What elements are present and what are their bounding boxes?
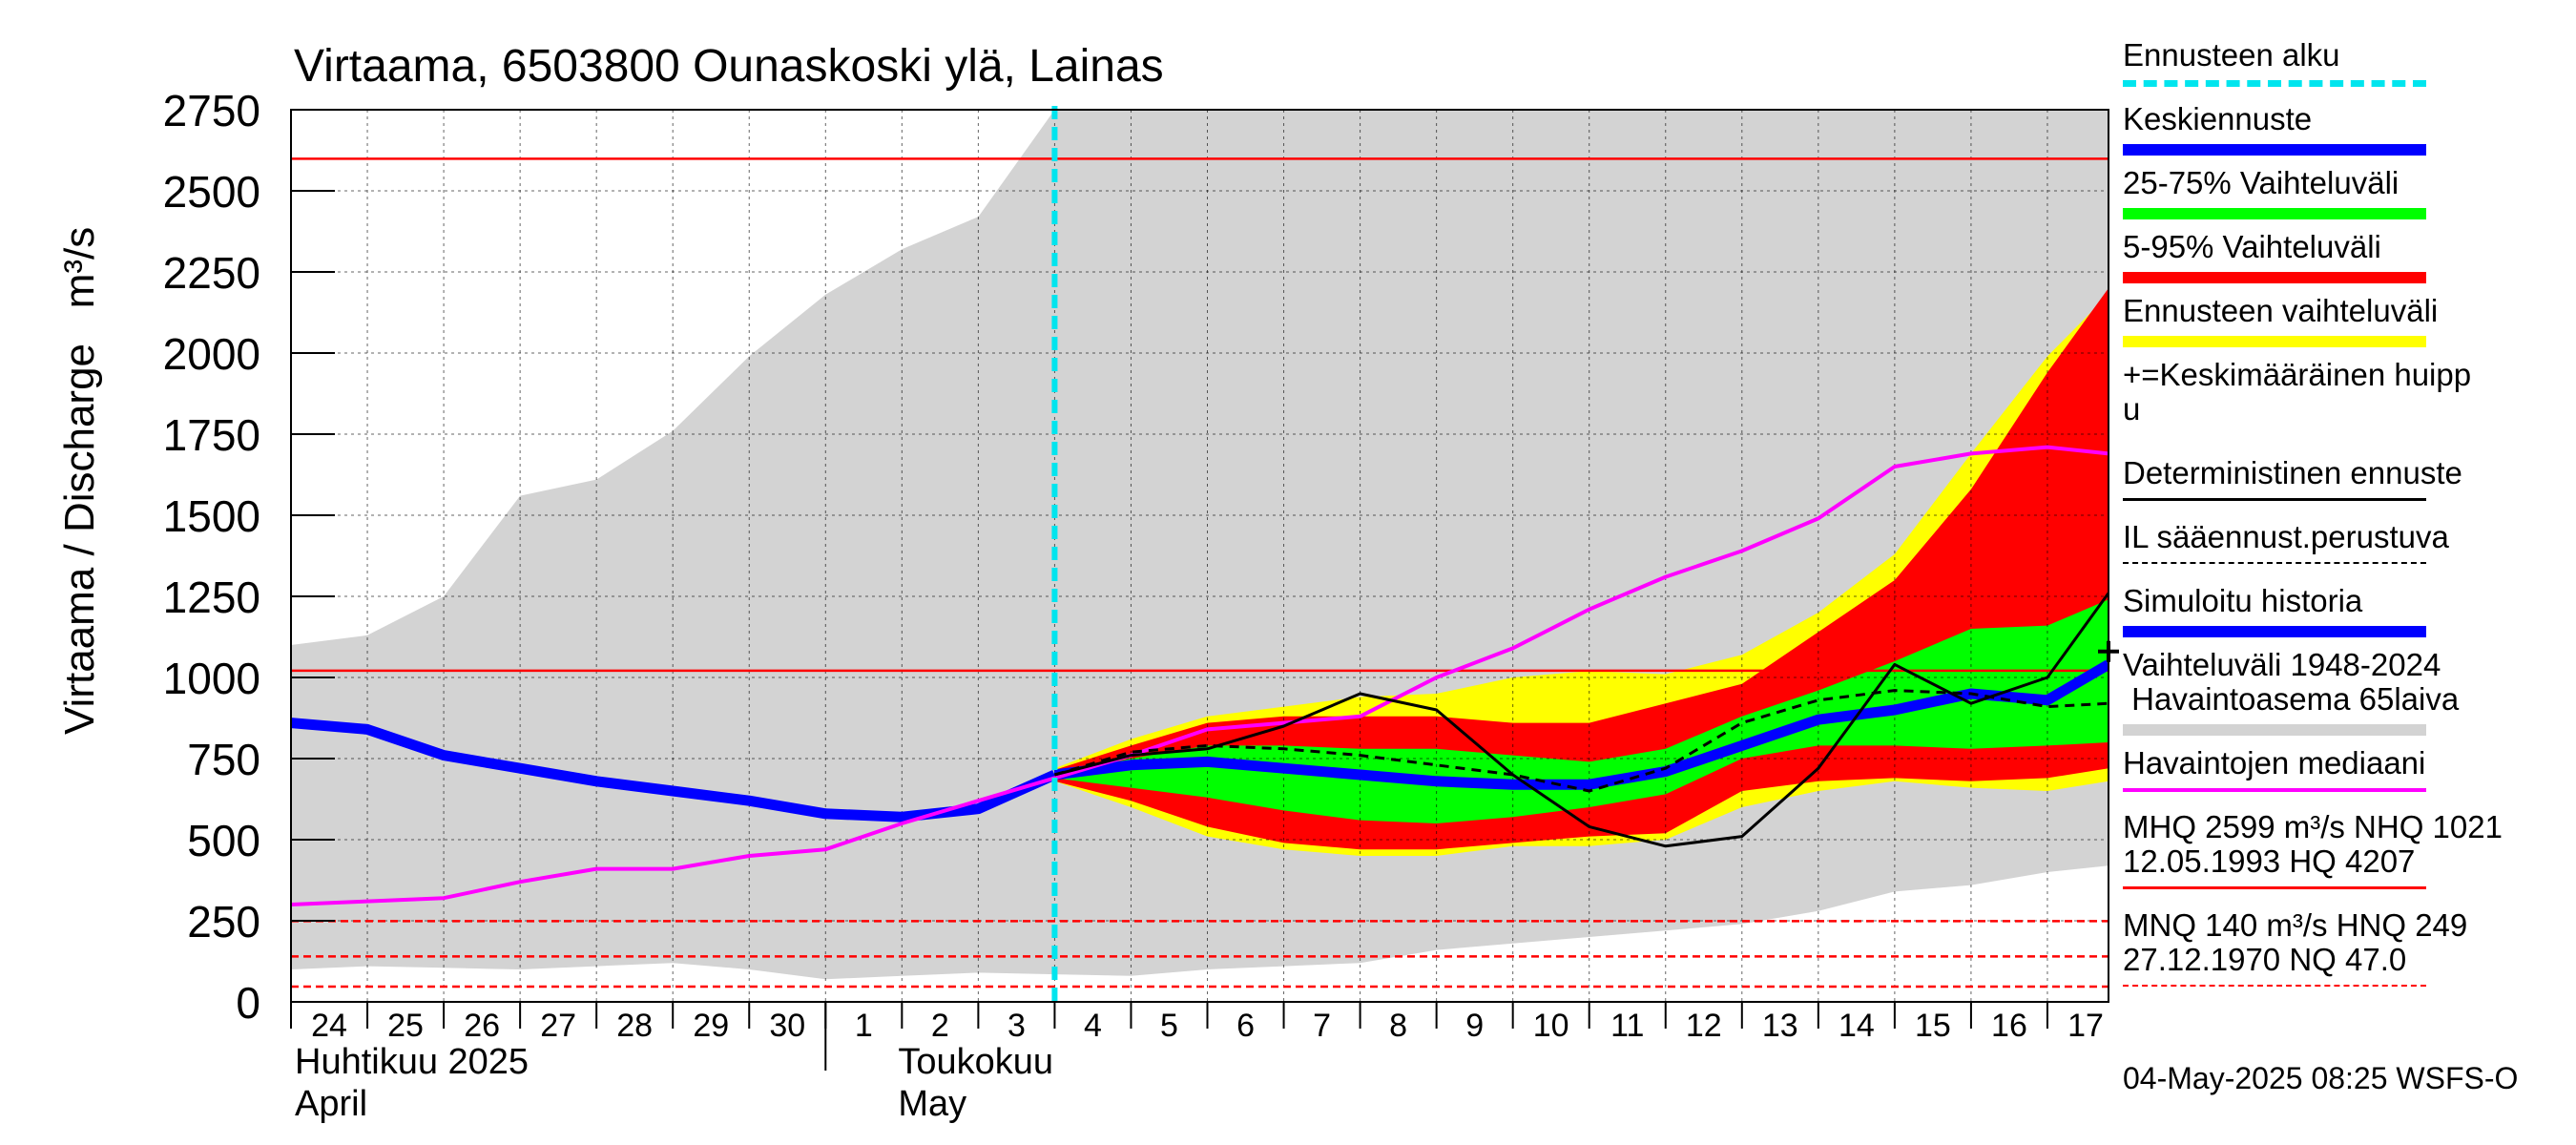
x-tick-label: 29 xyxy=(693,1008,729,1044)
x-tick-label: 9 xyxy=(1465,1008,1484,1044)
legend-swatch xyxy=(2123,80,2426,87)
legend-label: Deterministinen ennuste xyxy=(2123,455,2462,490)
y-tick-label: 2000 xyxy=(163,329,260,379)
y-axis-label: Virtaama / Discharge m³/s xyxy=(56,227,103,735)
legend-label: IL sääennust.perustuva xyxy=(2123,519,2449,554)
footer-timestamp: 04-May-2025 08:25 WSFS-O xyxy=(2123,1061,2519,1095)
legend-swatch xyxy=(2123,886,2426,889)
legend-label-line2: 27.12.1970 NQ 47.0 xyxy=(2123,942,2407,977)
legend-swatch xyxy=(2123,336,2426,347)
legend-item: Simuloitu historia xyxy=(2123,584,2543,648)
legend-label-line2: Havaintoasema 65laiva xyxy=(2123,681,2460,717)
legend-item: Vaihteluväli 1948-2024 Havaintoasema 65l… xyxy=(2123,648,2543,746)
x-tick-label: 3 xyxy=(1008,1008,1026,1044)
x-tick-label: 4 xyxy=(1084,1008,1102,1044)
chart-title: Virtaama, 6503800 Ounaskoski ylä, Lainas xyxy=(294,41,1164,92)
legend-swatch xyxy=(2123,208,2426,219)
x-tick-label: 16 xyxy=(1991,1008,2027,1044)
range-band-1948-2024 xyxy=(291,110,2109,980)
legend-label: MHQ 2599 m³/s NHQ 1021 xyxy=(2123,809,2503,844)
x-tick-label: 11 xyxy=(1610,1008,1644,1044)
legend-label: Havaintojen mediaani xyxy=(2123,745,2426,781)
month-label-en: May xyxy=(898,1084,966,1124)
x-tick-label: 24 xyxy=(311,1008,347,1044)
legend-item: 5-95% Vaihteluväli xyxy=(2123,230,2543,294)
x-tick-label: 27 xyxy=(540,1008,576,1044)
legend-label: Simuloitu historia xyxy=(2123,583,2363,618)
x-tick-label: 7 xyxy=(1313,1008,1331,1044)
legend-item: Deterministinen ennuste xyxy=(2123,456,2543,520)
legend-item: +=Keskimääräinen huipp u xyxy=(2123,358,2543,456)
x-tick-label: 15 xyxy=(1915,1008,1951,1044)
legend-item: IL sääennust.perustuva xyxy=(2123,520,2543,584)
x-tick-label: 6 xyxy=(1236,1008,1255,1044)
series-il-s-ennust-perustuva xyxy=(1053,689,2109,793)
legend-label: 25-75% Vaihteluväli xyxy=(2123,165,2399,200)
series-havaintojen-mediaani xyxy=(291,445,2109,906)
x-tick-label: 25 xyxy=(387,1008,424,1044)
legend-swatch xyxy=(2123,562,2426,564)
legend-swatch xyxy=(2123,144,2426,156)
x-tick-label: 30 xyxy=(769,1008,805,1044)
legend-swatch xyxy=(2123,498,2426,501)
y-tick-label: 250 xyxy=(187,897,260,947)
legend-item: Ennusteen alku xyxy=(2123,38,2543,102)
y-tick-label: 500 xyxy=(187,816,260,865)
legend-label-line2: u xyxy=(2123,391,2141,427)
plot-clip-group xyxy=(291,110,2109,1002)
x-tick-label: 5 xyxy=(1160,1008,1178,1044)
x-tick-label: 13 xyxy=(1762,1008,1798,1044)
y-tick-label: 2500 xyxy=(163,167,260,217)
month-label: Huhtikuu 2025 xyxy=(295,1042,529,1082)
y-tick-label: 2750 xyxy=(163,86,260,135)
x-tick-label: 12 xyxy=(1686,1008,1722,1044)
legend-label: MNQ 140 m³/s HNQ 249 xyxy=(2123,907,2468,943)
legend: Ennusteen alku Keskiennuste 25-75% Vaihtel… xyxy=(2123,38,2543,1007)
x-tick-label: 8 xyxy=(1389,1008,1407,1044)
legend-label: +=Keskimääräinen huipp xyxy=(2123,357,2472,392)
x-tick-label: 28 xyxy=(616,1008,653,1044)
legend-item: MHQ 2599 m³/s NHQ 1021 12.05.1993 HQ 4207 xyxy=(2123,810,2543,908)
legend-swatch xyxy=(2123,724,2426,736)
x-tick-label: 10 xyxy=(1533,1008,1569,1044)
series-keskiennuste xyxy=(1053,659,2109,790)
legend-item: Ennusteen vaihteluväli xyxy=(2123,294,2543,358)
plot-area: 0250500750100012501500175020002250250027… xyxy=(163,86,2119,1124)
legend-swatch xyxy=(2123,985,2426,987)
y-tick-label: 1750 xyxy=(163,410,260,460)
legend-label: Vaihteluväli 1948-2024 xyxy=(2123,647,2441,682)
x-tick-label: 2 xyxy=(931,1008,949,1044)
y-tick-label: 1500 xyxy=(163,491,260,541)
series-deterministinen-ennuste xyxy=(1054,592,2109,848)
legend-label: Keskiennuste xyxy=(2123,101,2313,136)
legend-swatch xyxy=(2123,788,2426,792)
legend-swatch xyxy=(2123,626,2426,637)
y-tick-label: 1000 xyxy=(163,654,260,703)
y-tick-label: 750 xyxy=(187,735,260,784)
legend-item: Havaintojen mediaani xyxy=(2123,746,2543,810)
y-tick-label: 1250 xyxy=(163,572,260,622)
y-tick-label: 0 xyxy=(236,978,260,1028)
x-tick-label: 17 xyxy=(2067,1008,2104,1044)
plot-frame xyxy=(290,109,2109,1003)
x-tick-label: 14 xyxy=(1839,1008,1875,1044)
legend-label: 5-95% Vaihteluväli xyxy=(2123,229,2381,264)
legend-label: Ennusteen alku xyxy=(2123,37,2340,73)
month-label-en: April xyxy=(295,1084,367,1124)
legend-item: Keskiennuste xyxy=(2123,102,2543,166)
x-tick-label: 26 xyxy=(464,1008,500,1044)
legend-swatch xyxy=(2123,272,2426,283)
legend-label-line2: 12.05.1993 HQ 4207 xyxy=(2123,843,2416,879)
y-tick-label: 2250 xyxy=(163,248,260,298)
month-label: Toukokuu xyxy=(898,1042,1053,1082)
x-tick-label: 1 xyxy=(855,1008,873,1044)
legend-item: 25-75% Vaihteluväli xyxy=(2123,166,2543,230)
legend-item: MNQ 140 m³/s HNQ 249 27.12.1970 NQ 47.0 xyxy=(2123,908,2543,1007)
legend-label: Ennusteen vaihteluväli xyxy=(2123,293,2439,328)
